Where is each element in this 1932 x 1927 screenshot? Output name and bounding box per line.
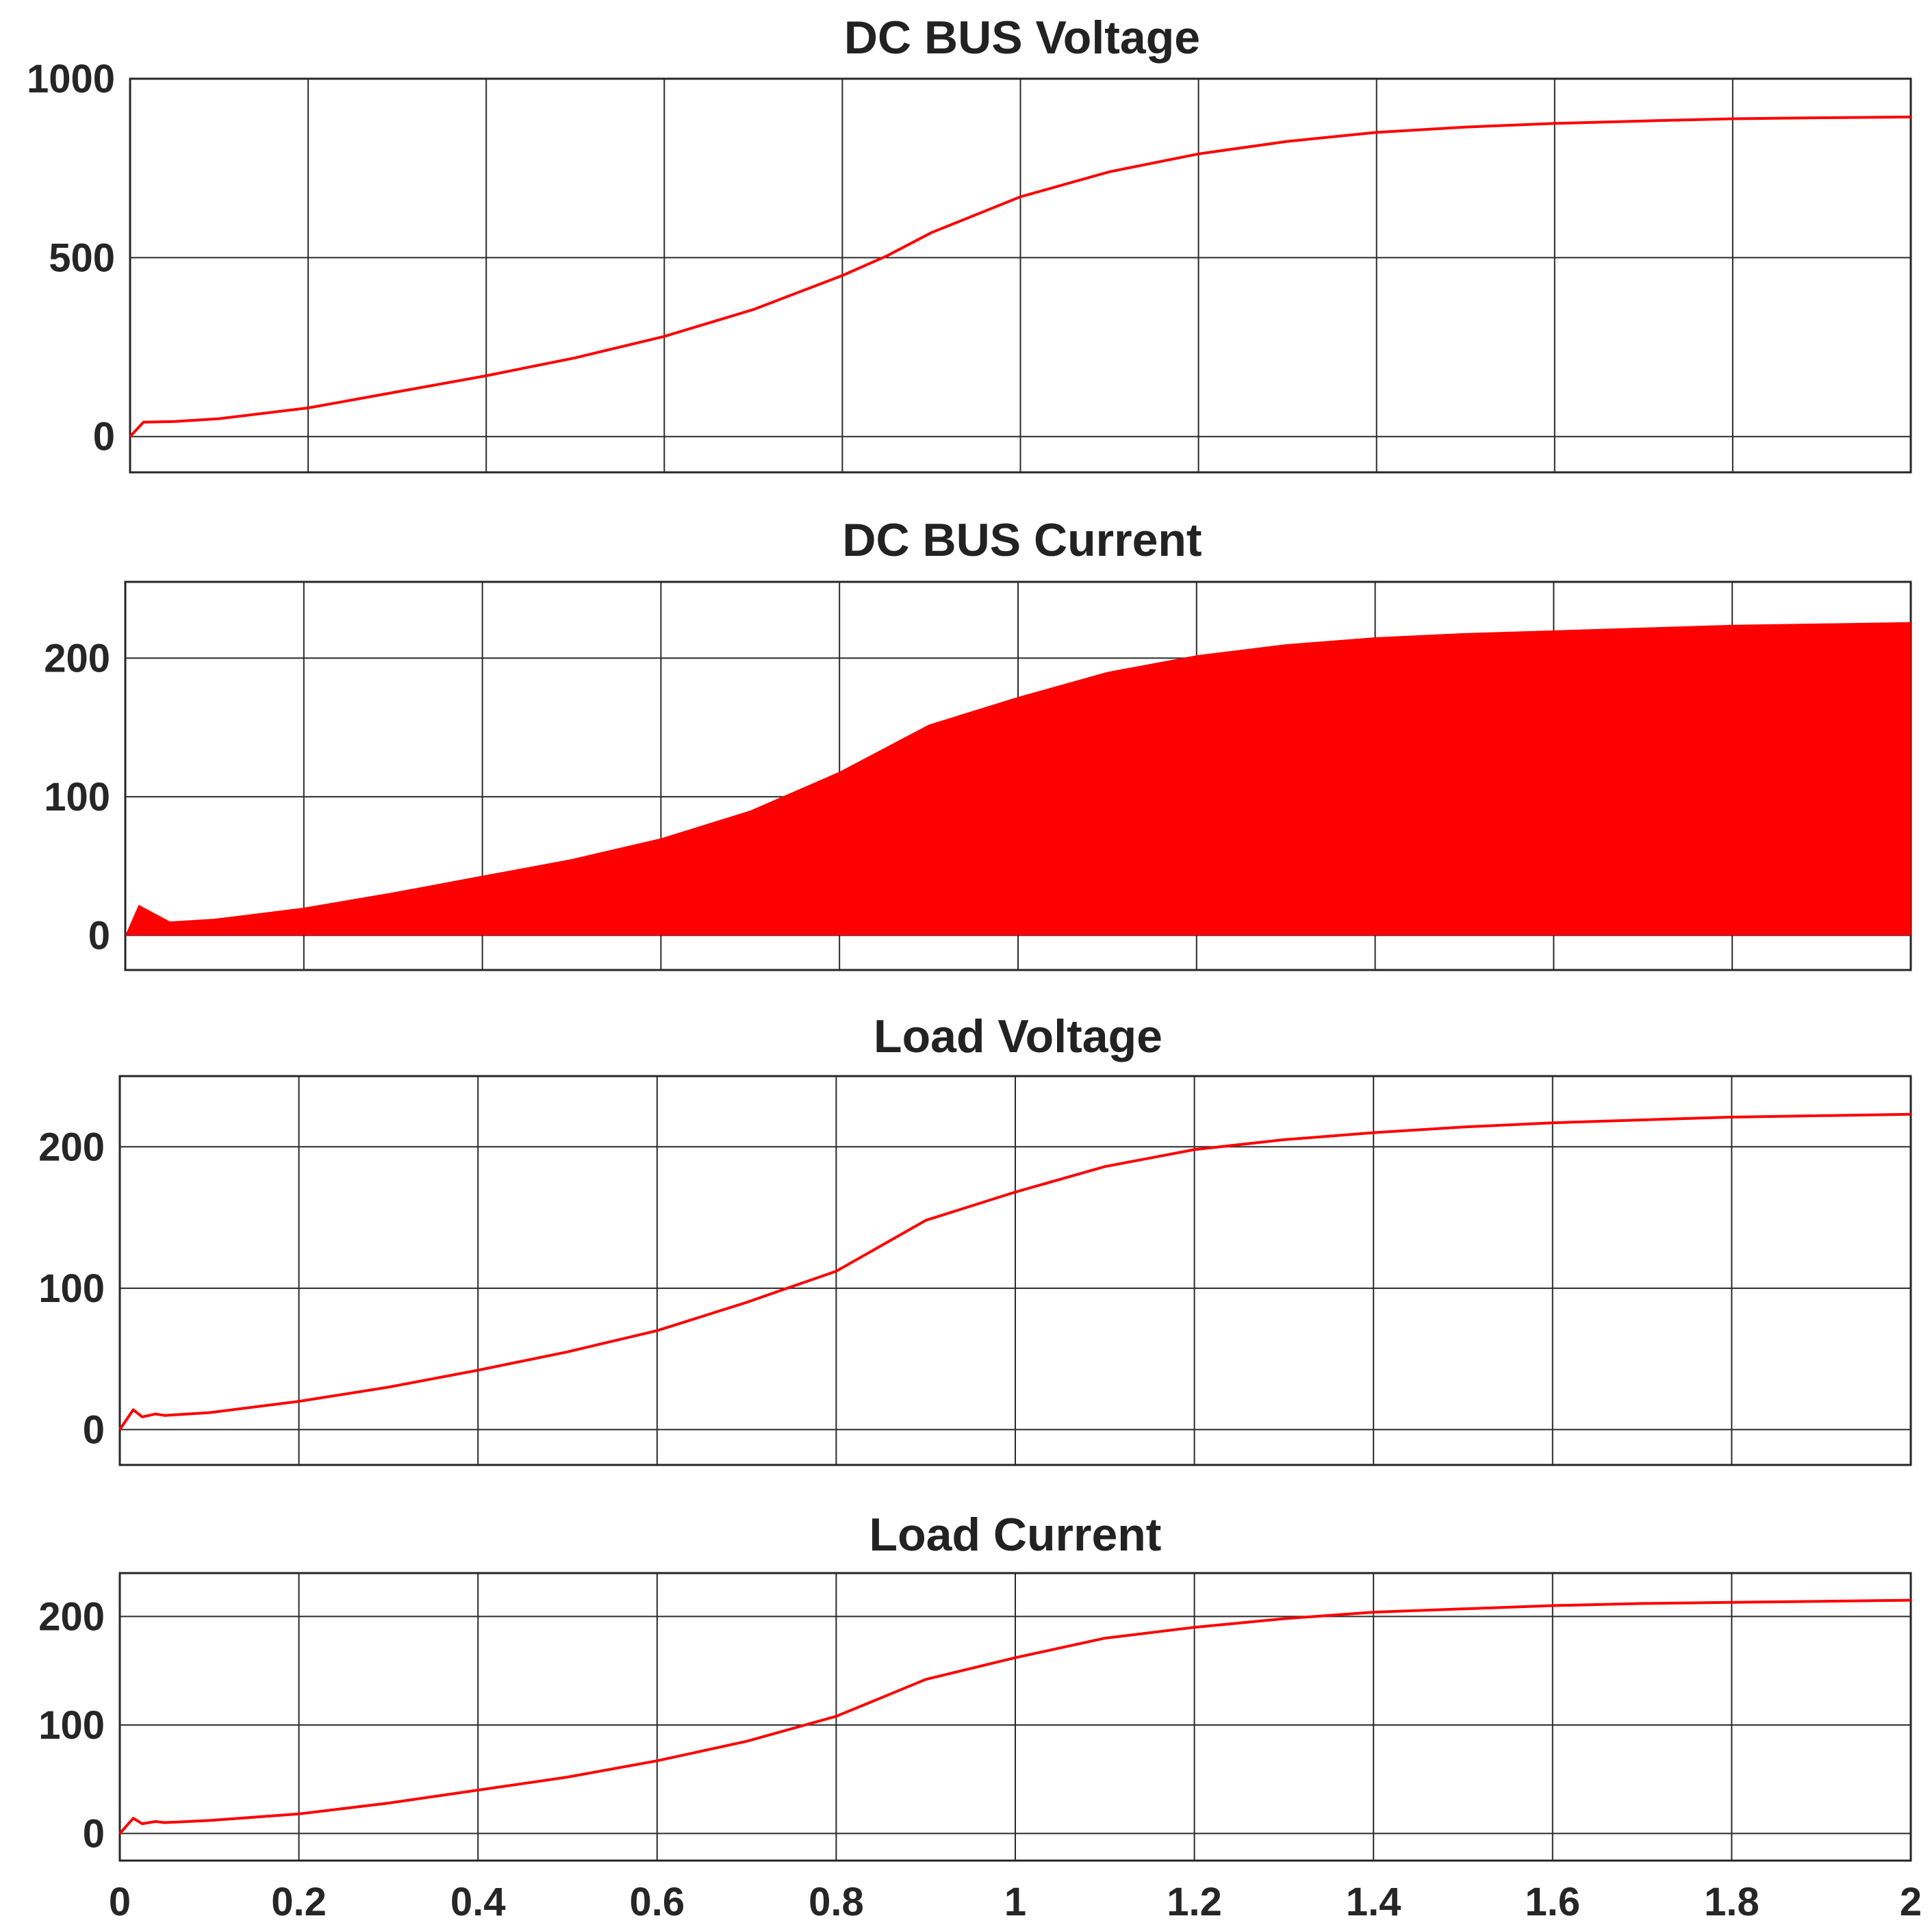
y-tick-label: 200 xyxy=(38,1125,105,1169)
x-tick-label: 1.2 xyxy=(1167,1880,1222,1924)
chart-title: Load Current xyxy=(869,1509,1162,1561)
y-tick-label: 0 xyxy=(88,913,110,958)
y-tick-label: 200 xyxy=(44,636,110,680)
x-tick-label: 0.6 xyxy=(629,1880,685,1924)
y-tick-label: 500 xyxy=(49,235,115,280)
y-tick-label: 200 xyxy=(38,1594,105,1639)
y-tick-label: 0 xyxy=(83,1407,105,1452)
x-tick-label: 1.8 xyxy=(1704,1880,1759,1924)
x-tick-label: 1.6 xyxy=(1525,1880,1580,1924)
y-tick-label: 100 xyxy=(38,1266,105,1311)
series-line xyxy=(129,115,1911,438)
chart-title: DC BUS Current xyxy=(842,514,1202,566)
x-tick-label: 0.4 xyxy=(450,1880,506,1924)
x-tick-label: 0.2 xyxy=(271,1880,327,1924)
x-tick-label: 1.4 xyxy=(1346,1880,1401,1924)
panel-dc-bus-voltage: 0 500 1000 xyxy=(27,57,1912,474)
series-area xyxy=(125,622,1911,936)
series-line xyxy=(118,1598,1911,1835)
y-tick-label: 0 xyxy=(83,1811,105,1856)
series-line xyxy=(118,1112,1911,1431)
y-tick-label: 0 xyxy=(93,415,115,459)
x-tick-label: 1 xyxy=(1004,1880,1026,1924)
x-tick-label: 0 xyxy=(109,1880,131,1924)
panel-load-current: 0 100 200 0 0.2 0.4 0.6 0.8 1 1.2 1.4 1.6 1.8 2 xyxy=(38,1572,1922,1924)
y-tick-label: 100 xyxy=(44,775,110,819)
x-tick-label: 0.8 xyxy=(809,1880,864,1924)
panel-load-voltage: 0 100 200 xyxy=(38,1075,1912,1466)
y-tick-label: 1000 xyxy=(27,57,115,101)
y-tick-label: 100 xyxy=(38,1703,105,1748)
panel-dc-bus-current: 0 100 200 xyxy=(44,580,1912,971)
chart-title: DC BUS Voltage xyxy=(844,12,1200,64)
x-tick-label: 2 xyxy=(1900,1880,1922,1924)
chart-title: Load Voltage xyxy=(874,1010,1162,1062)
